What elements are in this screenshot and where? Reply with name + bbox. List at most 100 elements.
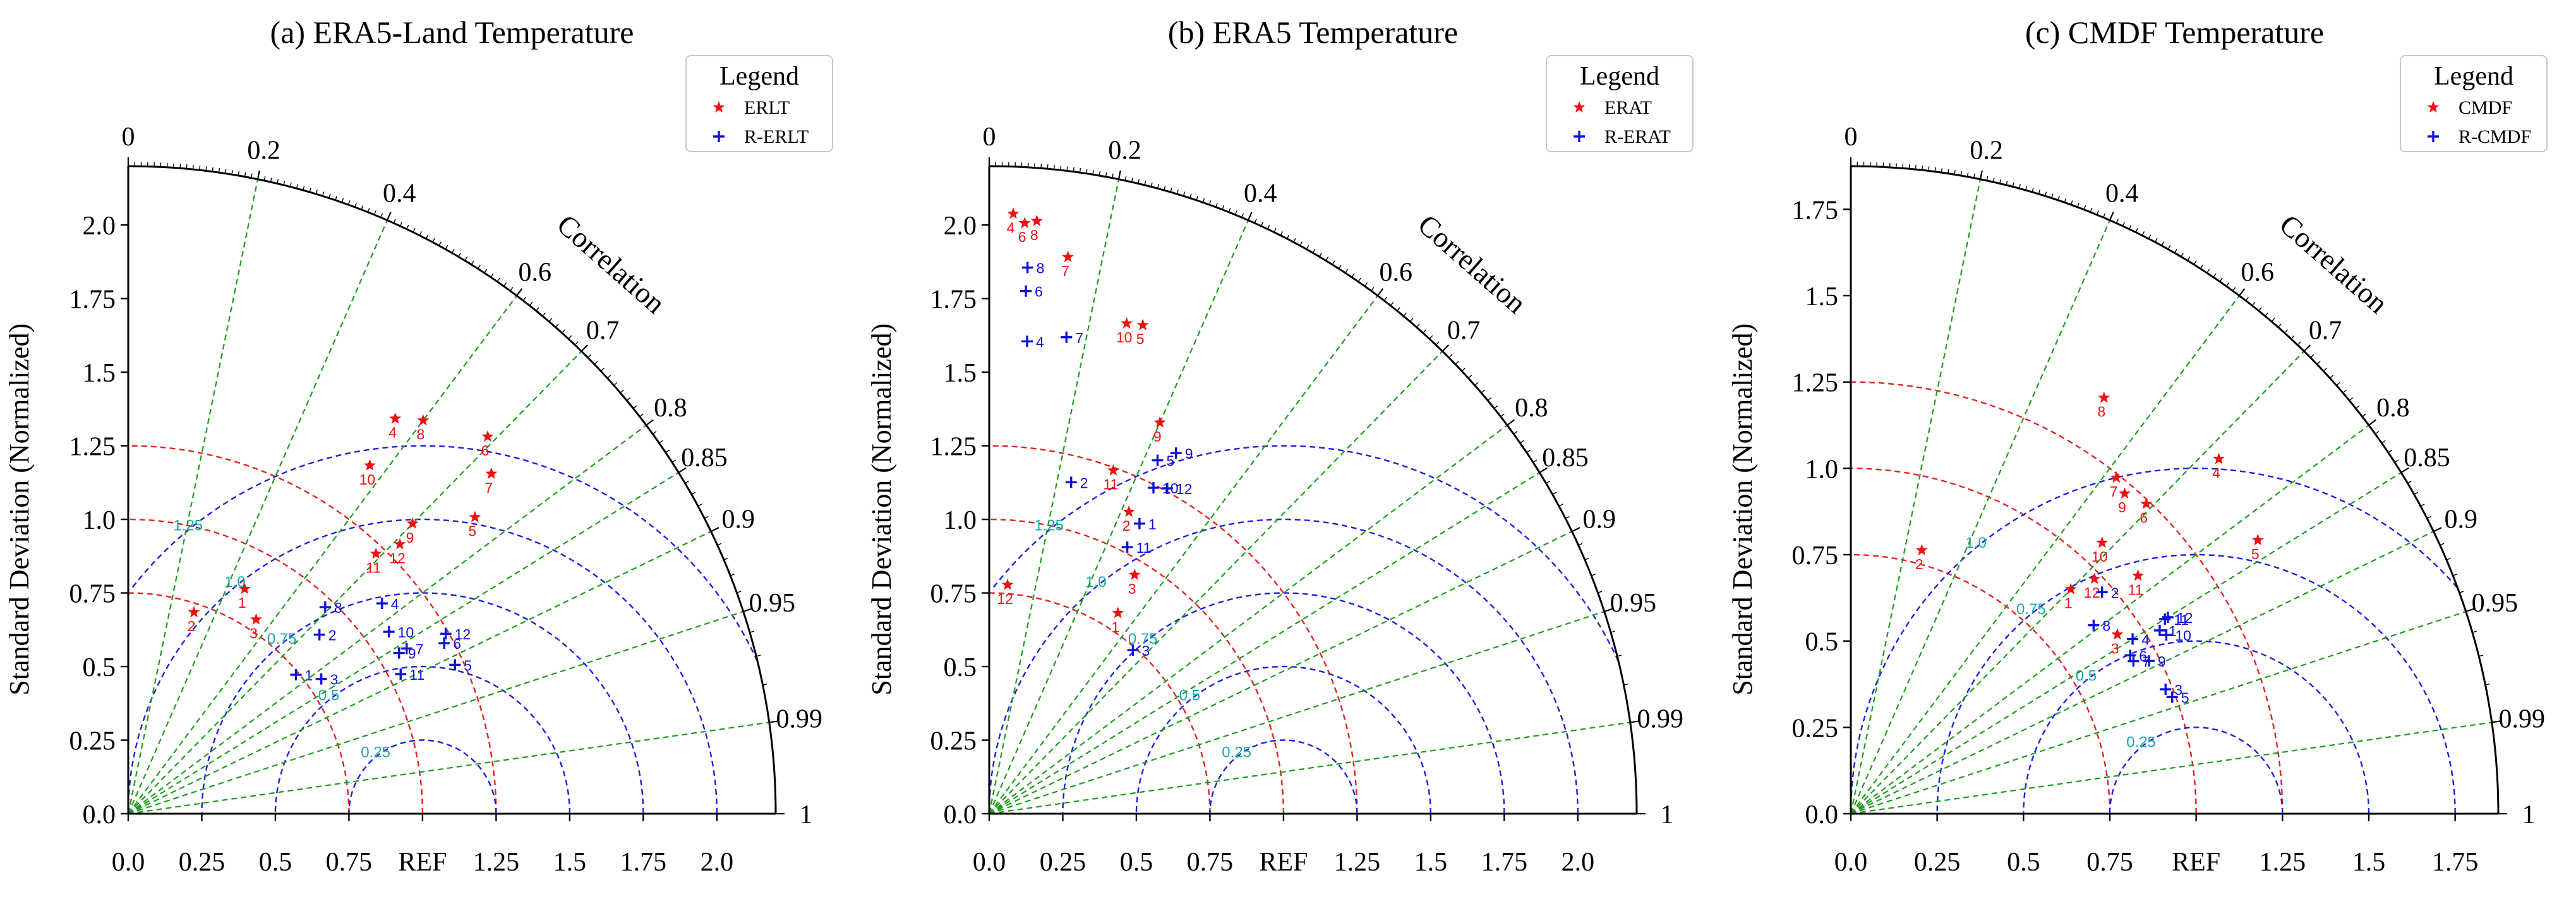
x-tick-label-8: 2.0 (1562, 848, 1595, 877)
star-marker (1112, 606, 1124, 618)
legend-title: Legend (1580, 62, 1659, 91)
corr-line-1 (1851, 179, 1980, 814)
corr-tick-label-7: 0.9 (1582, 505, 1616, 534)
star-marker (2110, 471, 2122, 483)
data-point-label: 8 (1037, 260, 1045, 277)
star-marker (2132, 569, 2144, 581)
rmsd-label-1: 0.5 (2076, 667, 2097, 684)
data-point-label: 12 (997, 591, 1013, 607)
plus-marker (438, 637, 450, 649)
star-marker (1154, 416, 1166, 428)
rmsd-label-0: 0.25 (1222, 744, 1251, 761)
rmsd-label-0: 0.25 (2126, 734, 2156, 751)
data-point-r-erlt-1: 1 (290, 667, 313, 684)
y-tick-label-5: 1.25 (930, 433, 977, 462)
data-point-r-erlt-3: 3 (316, 672, 339, 688)
corr-tick-label-3: 0.6 (519, 258, 552, 287)
corr-tick-label-10: 1 (2522, 800, 2536, 830)
x-tick-label-6: 1.5 (2352, 848, 2386, 877)
data-point-label: 9 (2118, 499, 2126, 516)
plus-marker (440, 628, 452, 639)
data-point-label: 12 (389, 550, 406, 566)
x-tick-label-1: 0.25 (1040, 848, 1086, 877)
data-point-erat-11: 11 (1103, 464, 1119, 493)
x-tick-label-6: 1.5 (1414, 848, 1448, 877)
corr-tick-label-7: 0.9 (721, 505, 755, 534)
data-point-label: 9 (2158, 653, 2166, 670)
data-point-label: 8 (416, 426, 424, 443)
data-point-label: 9 (408, 646, 416, 662)
correlation-axis-label: Correlation (2273, 208, 2394, 320)
data-point-label: 7 (416, 641, 424, 657)
corr-tick-label-3: 0.6 (2241, 258, 2275, 287)
y-tick-label-8: 2.0 (944, 212, 977, 241)
y-tick-label-3: 0.75 (69, 580, 116, 609)
data-point-label: 4 (2212, 465, 2220, 481)
data-point-cmdf-7: 7 (2110, 471, 2122, 500)
data-point-label: 4 (2141, 632, 2150, 648)
data-point-label: 7 (1075, 330, 1083, 346)
y-tick-label-4: 1.0 (944, 506, 977, 535)
legend-item-label: CMDF (2459, 97, 2512, 118)
x-tick-label-2: 0.5 (1120, 848, 1153, 877)
y-tick-label-6: 1.5 (83, 359, 116, 388)
y-tick-label-8: 2.0 (83, 212, 116, 241)
data-point-erlt-7: 7 (485, 468, 497, 496)
x-tick-label-5: 1.25 (2260, 848, 2306, 877)
data-point-erlt-2: 2 (188, 606, 200, 634)
outer-arc (128, 166, 776, 814)
corr-tick-label-7: 0.9 (2444, 505, 2477, 534)
data-point-label: 5 (1166, 453, 1174, 469)
legend-item-label: ERLT (744, 97, 790, 118)
data-point-label: 6 (1018, 229, 1026, 245)
data-point-r-erat-8: 8 (1022, 260, 1045, 277)
data-point-label: 2 (1122, 517, 1131, 534)
std-arc-0 (128, 593, 349, 814)
data-point-r-erat-2: 2 (1066, 474, 1088, 491)
legend-title: Legend (2434, 62, 2513, 91)
data-point-erat-10: 10 (1116, 317, 1133, 346)
y-tick-label-1: 0.25 (1792, 714, 1839, 743)
data-point-cmdf-10: 10 (2091, 536, 2108, 565)
corr-tick-label-6: 0.85 (1542, 443, 1589, 473)
star-marker (389, 413, 401, 424)
star-marker (1129, 569, 1141, 580)
y-tick-label-7: 1.75 (1792, 196, 1839, 225)
star-marker (394, 538, 406, 550)
y-tick-label-7: 1.75 (930, 286, 977, 315)
data-point-label: 2 (328, 627, 337, 644)
data-point-r-erat-1: 1 (1134, 516, 1157, 533)
data-point-label: 12 (2177, 610, 2193, 626)
data-point-label: 10 (2091, 548, 2108, 565)
data-point-label: 1 (1111, 618, 1119, 635)
data-point-label: 11 (409, 667, 424, 683)
data-point-cmdf-2: 2 (1915, 544, 1928, 572)
rmsd-arc-2 (1063, 593, 1505, 814)
rmsd-label-2: 0.75 (2016, 601, 2046, 618)
x-tick-label-1: 0.25 (179, 848, 226, 877)
data-point-label: 3 (1128, 581, 1136, 597)
data-point-erat-5: 5 (1136, 319, 1149, 347)
data-point-label: 8 (2097, 404, 2105, 420)
y-tick-label-3: 0.75 (930, 580, 977, 609)
data-point-label: 2 (188, 618, 196, 634)
plus-marker (1021, 335, 1033, 347)
data-point-r-erlt-10: 10 (383, 624, 414, 641)
data-point-label: 8 (2102, 618, 2110, 634)
corr-tick-label-1: 0.2 (247, 136, 280, 166)
corr-line-8 (989, 612, 1604, 814)
data-point-label: 1 (1148, 516, 1157, 533)
corr-tick-label-10: 1 (1661, 800, 1674, 830)
data-point-cmdf-3: 3 (2111, 628, 2124, 656)
data-point-cmdf-12: 12 (2084, 572, 2100, 601)
x-tick-label-0: 0.0 (973, 848, 1006, 877)
data-point-erlt-6: 6 (481, 430, 494, 459)
y-axis-label: Standard Deviation (Normalized) (866, 323, 897, 696)
std-arc-2 (128, 446, 496, 814)
rmsd-arc-4 (131, 446, 757, 661)
y-axis-label: Standard Deviation (Normalized) (1727, 323, 1758, 696)
data-point-erlt-12: 12 (389, 538, 406, 567)
data-point-label: 6 (1035, 284, 1043, 300)
corr-line-4 (989, 351, 1443, 814)
